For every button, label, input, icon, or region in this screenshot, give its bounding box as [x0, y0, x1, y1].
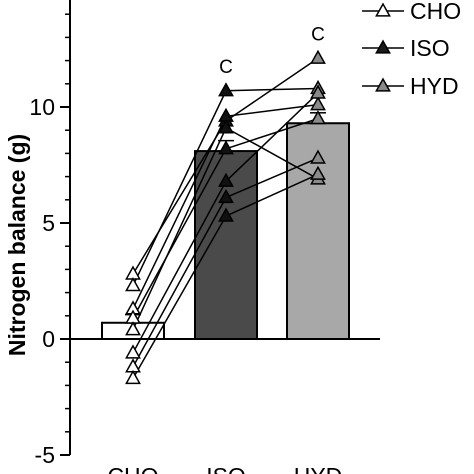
- significance-label: C: [311, 24, 325, 45]
- x-tick-label: HYD: [294, 463, 343, 474]
- data-point-cho: [125, 344, 141, 359]
- legend-marker: [375, 39, 391, 54]
- legend: CHO ISO HYD: [362, 0, 461, 99]
- data-point-hyd: [310, 165, 326, 180]
- data-point-cho: [125, 369, 141, 385]
- legend-label: HYD: [410, 73, 459, 99]
- data-point-iso: [218, 119, 234, 134]
- data-point-hyd: [310, 149, 326, 164]
- data-point-iso: [218, 207, 234, 222]
- x-tick-label: CHO: [107, 463, 158, 474]
- subject-markers: [125, 49, 326, 385]
- x-tick-label: ISO: [206, 463, 246, 474]
- data-point-iso: [218, 172, 234, 187]
- data-point-hyd: [310, 96, 326, 111]
- legend-marker: [375, 77, 391, 92]
- y-tick-label: 10: [29, 94, 55, 120]
- significance-label: C: [219, 57, 233, 78]
- y-tick-label: 0: [42, 326, 55, 352]
- y-tick-label: -5: [35, 442, 55, 468]
- data-point-hyd: [310, 110, 326, 125]
- data-point-iso: [218, 82, 234, 97]
- y-axis-title: Nitrogen balance (g): [4, 134, 30, 356]
- legend-marker: [375, 2, 391, 17]
- data-point-hyd: [310, 49, 326, 64]
- legend-label: ISO: [410, 35, 450, 61]
- data-point-cho: [125, 277, 141, 292]
- data-point-cho: [125, 321, 141, 336]
- annotations: CC: [219, 24, 325, 77]
- data-point-iso: [218, 140, 234, 155]
- data-point-hyd: [310, 84, 326, 99]
- legend-label: CHO: [410, 0, 461, 24]
- data-point-iso: [218, 188, 234, 204]
- y-tick-label: 5: [42, 210, 55, 236]
